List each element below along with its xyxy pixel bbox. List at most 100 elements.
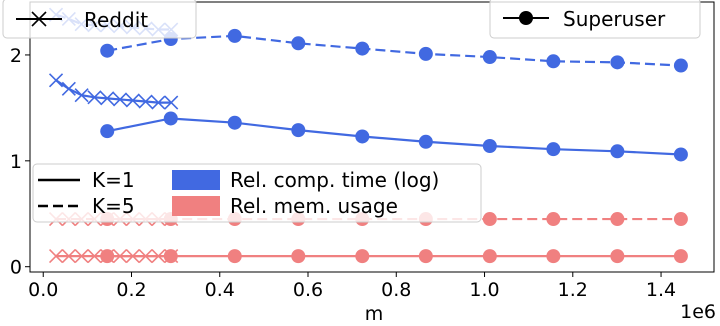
data-point-superuser-mem-usage-k-1-2 xyxy=(227,249,242,264)
data-point-reddit-comp-time-k-1-7-stroke-b xyxy=(138,94,153,109)
plot-frame xyxy=(29,1,715,273)
data-point-reddit-mem-usage-k-1-9-stroke-b xyxy=(164,249,179,264)
data-point-reddit-comp-time-k-1-9-stroke-b xyxy=(164,95,179,110)
data-point-reddit-mem-usage-k-1-4 xyxy=(100,249,115,264)
series-superuser-mem-usage-k-1 xyxy=(100,249,688,264)
data-point-superuser-comp-time-k-1-1 xyxy=(163,111,178,126)
data-point-superuser-mem-usage-k-5-8 xyxy=(610,212,625,227)
series-line-superuser-comp-time-k-5 xyxy=(107,34,681,67)
data-point-superuser-comp-time-k-5-4 xyxy=(355,41,370,56)
data-point-reddit-mem-usage-k-1-7 xyxy=(138,249,153,264)
x-tick-label-6: 1.2 xyxy=(558,279,588,301)
data-point-superuser-comp-time-k-5-9 xyxy=(673,58,688,73)
x-tick-label-5: 1.0 xyxy=(469,279,499,301)
data-point-reddit-mem-usage-k-1-0-stroke-b xyxy=(48,249,64,264)
data-point-reddit-comp-time-k-1-3-stroke-b xyxy=(87,90,102,105)
x-axis-label: m xyxy=(365,303,384,325)
data-point-superuser-comp-time-k-5-5 xyxy=(418,46,433,61)
data-point-superuser-mem-usage-k-1-6 xyxy=(482,249,497,264)
data-point-reddit-comp-time-k-1-7 xyxy=(138,94,153,109)
data-point-reddit-mem-usage-k-1-1-stroke-b xyxy=(61,249,76,264)
legend-metric-label-1: Rel. mem. usage xyxy=(230,194,398,218)
data-point-reddit-comp-time-k-1-4-stroke-b xyxy=(100,91,115,106)
data-point-superuser-comp-time-k-1-6 xyxy=(482,139,497,153)
data-point-reddit-mem-usage-k-1-1 xyxy=(61,249,76,264)
data-point-superuser-mem-usage-k-1-9 xyxy=(673,249,688,264)
legend-k-label-1: K=5 xyxy=(92,194,135,218)
data-point-reddit-comp-time-k-1-8 xyxy=(151,95,166,110)
x-offset-label: 1e6 xyxy=(680,301,716,323)
series-superuser-comp-time-k-5 xyxy=(100,28,688,73)
data-point-superuser-comp-time-k-1-8 xyxy=(610,144,625,159)
data-point-superuser-comp-time-k-1-4 xyxy=(355,129,370,144)
data-point-superuser-comp-time-k-5-2 xyxy=(227,28,242,43)
data-point-reddit-comp-time-k-1-5-stroke-b xyxy=(112,92,128,107)
data-point-reddit-comp-time-k-1-3 xyxy=(87,90,102,105)
legend-layer: Reddit Superuser K=1K=5 Rel. comp. time (lo… xyxy=(2,0,701,223)
x-tick-label-2: 0.4 xyxy=(205,279,235,301)
y-tick-label-0: 0 xyxy=(10,257,22,279)
data-point-reddit-mem-usage-k-1-9 xyxy=(164,249,179,264)
data-point-reddit-comp-time-k-1-6-stroke-b xyxy=(125,93,140,108)
legend-metric-label-0: Rel. comp. time (log) xyxy=(230,168,439,192)
data-point-reddit-mem-usage-k-1-3-stroke-b xyxy=(87,249,102,264)
y-tick-label-2: 2 xyxy=(10,45,22,67)
legend-superuser-marker xyxy=(519,11,533,25)
legend-reddit-box xyxy=(2,0,197,39)
data-point-reddit-mem-usage-k-1-5-stroke-b xyxy=(112,249,128,264)
x-tick-label-7: 1.4 xyxy=(646,279,676,301)
legend-metric-swatch-1 xyxy=(172,196,220,216)
data-point-superuser-mem-usage-k-5-6 xyxy=(482,212,497,227)
legend-reddit-marker-stroke-b xyxy=(31,11,47,27)
series-superuser-comp-time-k-1 xyxy=(100,111,688,162)
data-point-superuser-comp-time-k-1-7 xyxy=(546,142,561,157)
series-layer xyxy=(48,7,688,264)
data-point-reddit-comp-time-k-1-0-stroke-b xyxy=(48,73,64,88)
data-point-superuser-comp-time-k-5-0 xyxy=(100,43,115,58)
data-point-reddit-comp-time-k-1-2-stroke-b xyxy=(74,88,89,103)
data-point-reddit-mem-usage-k-1-4-stroke-b xyxy=(100,249,115,264)
data-point-superuser-comp-time-k-5-8 xyxy=(610,55,625,70)
data-point-superuser-mem-usage-k-1-5 xyxy=(418,249,433,264)
x-tick-label-3: 0.6 xyxy=(293,279,323,301)
data-point-reddit-comp-time-k-1-1 xyxy=(61,81,76,96)
data-point-superuser-comp-time-k-5-7 xyxy=(546,54,561,69)
y-tick-label-1: 1 xyxy=(10,151,22,173)
series-reddit-mem-usage-k-1 xyxy=(48,249,179,264)
legend-reddit-label: Reddit xyxy=(84,8,148,32)
data-point-reddit-mem-usage-k-1-8-stroke-b xyxy=(151,249,166,264)
data-point-reddit-mem-usage-k-1-5 xyxy=(112,249,128,264)
data-point-superuser-comp-time-k-5-3 xyxy=(291,36,306,51)
data-point-reddit-comp-time-k-1-1-stroke-b xyxy=(61,81,76,96)
data-point-superuser-mem-usage-k-1-8 xyxy=(610,249,625,264)
data-point-superuser-comp-time-k-1-3 xyxy=(291,123,306,138)
x-tick-label-4: 0.8 xyxy=(381,279,411,301)
data-point-reddit-comp-time-k-1-5 xyxy=(112,92,128,107)
data-point-reddit-comp-time-k-1-6 xyxy=(125,93,140,108)
data-point-reddit-comp-time-k-1-8-stroke-b xyxy=(151,95,166,110)
legend-superuser-box xyxy=(489,0,701,39)
data-point-reddit-mem-usage-k-1-8 xyxy=(151,249,166,264)
legend-reddit-marker xyxy=(31,11,47,27)
data-point-reddit-comp-time-k-1-0 xyxy=(48,73,64,88)
data-point-superuser-mem-usage-k-1-4 xyxy=(355,249,370,264)
data-point-superuser-comp-time-k-1-0 xyxy=(100,124,115,139)
data-point-superuser-comp-time-k-1-9 xyxy=(673,147,688,162)
x-tick-label-0: 0.0 xyxy=(28,279,58,301)
data-point-superuser-comp-time-k-1-5 xyxy=(418,134,433,149)
data-point-reddit-mem-usage-k-1-7-stroke-b xyxy=(138,249,153,264)
data-point-reddit-mem-usage-k-1-2 xyxy=(74,249,89,264)
legend-k-metric-box xyxy=(32,163,482,223)
data-point-reddit-comp-time-k-1-2 xyxy=(74,88,89,103)
x-tick-label-1: 0.2 xyxy=(116,279,146,301)
data-point-superuser-comp-time-k-1-2 xyxy=(227,115,242,130)
data-point-reddit-comp-time-k-1-4 xyxy=(100,91,115,106)
series-line-reddit-comp-time-k-1 xyxy=(55,79,172,104)
data-point-reddit-mem-usage-k-1-0 xyxy=(48,249,64,264)
legend-metric-swatch-0 xyxy=(172,170,220,190)
data-point-reddit-mem-usage-k-1-3 xyxy=(87,249,102,264)
data-point-superuser-mem-usage-k-5-7 xyxy=(546,212,561,227)
data-point-reddit-mem-usage-k-1-6 xyxy=(125,249,140,264)
data-point-superuser-mem-usage-k-1-7 xyxy=(546,249,561,264)
